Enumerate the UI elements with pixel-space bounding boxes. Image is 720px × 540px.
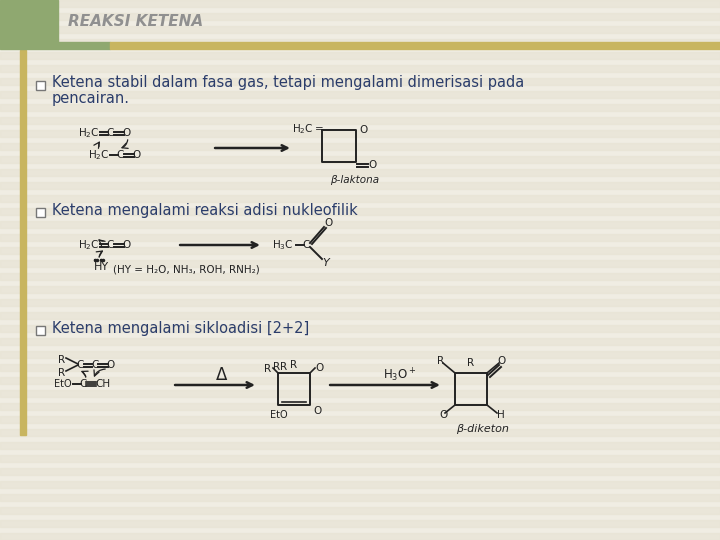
FancyBboxPatch shape bbox=[36, 326, 45, 335]
Text: O: O bbox=[122, 128, 130, 138]
Bar bbox=[0, 533, 720, 540]
Text: O: O bbox=[497, 356, 505, 366]
Bar bbox=[0, 364, 720, 371]
Text: HY: HY bbox=[94, 262, 109, 272]
Text: R: R bbox=[58, 355, 65, 365]
Text: Y: Y bbox=[322, 258, 329, 268]
Bar bbox=[0, 169, 720, 176]
Bar bbox=[20, 50, 26, 435]
Bar bbox=[0, 78, 720, 85]
Text: EtO: EtO bbox=[270, 410, 287, 420]
Text: Ketena stabil dalam fasa gas, tetapi mengalami dimerisasi pada: Ketena stabil dalam fasa gas, tetapi men… bbox=[52, 76, 524, 91]
Bar bbox=[0, 390, 720, 397]
Text: O: O bbox=[132, 150, 140, 160]
Bar bbox=[0, 104, 720, 111]
Text: C: C bbox=[76, 360, 84, 370]
Text: pencairan.: pencairan. bbox=[52, 91, 130, 106]
Bar bbox=[0, 481, 720, 488]
Bar bbox=[0, 221, 720, 228]
Text: EtO: EtO bbox=[54, 379, 71, 389]
Bar bbox=[0, 208, 720, 215]
Text: H$_3$C: H$_3$C bbox=[272, 238, 294, 252]
Text: R: R bbox=[280, 362, 287, 372]
Bar bbox=[0, 273, 720, 280]
Text: R: R bbox=[290, 360, 297, 370]
Bar bbox=[0, 156, 720, 163]
Text: H$_2$C$=$: H$_2$C$=$ bbox=[292, 122, 324, 136]
Bar bbox=[0, 377, 720, 384]
Bar bbox=[0, 91, 720, 98]
Text: REAKSI KETENA: REAKSI KETENA bbox=[68, 15, 203, 30]
Bar bbox=[0, 182, 720, 189]
Text: C: C bbox=[116, 150, 123, 160]
Bar bbox=[0, 65, 720, 72]
Bar bbox=[0, 195, 720, 202]
Bar bbox=[0, 130, 720, 137]
Bar bbox=[0, 299, 720, 306]
Bar bbox=[0, 0, 720, 7]
Text: O: O bbox=[315, 363, 323, 373]
Text: $\Delta$: $\Delta$ bbox=[215, 366, 228, 384]
Bar bbox=[0, 507, 720, 514]
Bar bbox=[0, 338, 720, 345]
Text: H$_2$C: H$_2$C bbox=[78, 126, 99, 140]
Text: R: R bbox=[58, 368, 65, 378]
Bar bbox=[0, 429, 720, 436]
Text: O: O bbox=[324, 218, 332, 228]
Text: O: O bbox=[439, 410, 447, 420]
Bar bbox=[0, 26, 720, 33]
Text: O: O bbox=[359, 125, 367, 135]
Bar bbox=[0, 468, 720, 475]
Text: O: O bbox=[313, 406, 321, 416]
Text: C: C bbox=[106, 240, 113, 250]
Text: H: H bbox=[497, 410, 505, 420]
Bar bbox=[0, 0, 58, 43]
Text: R: R bbox=[264, 364, 271, 374]
Bar bbox=[0, 325, 720, 332]
Text: O: O bbox=[368, 160, 377, 170]
Text: R: R bbox=[273, 362, 280, 372]
Text: (HY = H₂O, NH₃, ROH, RNH₂): (HY = H₂O, NH₃, ROH, RNH₂) bbox=[113, 264, 260, 274]
Bar bbox=[0, 403, 720, 410]
Bar bbox=[0, 260, 720, 267]
Text: CH: CH bbox=[95, 379, 110, 389]
Bar bbox=[0, 520, 720, 527]
Text: H$_2$C: H$_2$C bbox=[78, 238, 99, 252]
Bar bbox=[110, 42, 720, 49]
FancyBboxPatch shape bbox=[36, 81, 45, 90]
Text: Ketena mengalami reaksi adisi nukleofilik: Ketena mengalami reaksi adisi nukleofili… bbox=[52, 202, 358, 218]
Bar bbox=[0, 42, 110, 49]
Bar bbox=[0, 13, 720, 20]
Bar bbox=[0, 286, 720, 293]
Bar bbox=[0, 234, 720, 241]
Text: β-diketon: β-diketon bbox=[456, 424, 509, 434]
Bar bbox=[0, 143, 720, 150]
Text: Ketena mengalami sikloadisi [2+2]: Ketena mengalami sikloadisi [2+2] bbox=[52, 321, 310, 335]
Bar bbox=[0, 312, 720, 319]
Bar bbox=[0, 455, 720, 462]
Bar bbox=[0, 494, 720, 501]
Text: H$_2$C: H$_2$C bbox=[88, 148, 109, 162]
Bar bbox=[0, 442, 720, 449]
Bar bbox=[0, 39, 720, 46]
Text: C: C bbox=[106, 128, 113, 138]
Text: R: R bbox=[467, 358, 474, 368]
Bar bbox=[0, 247, 720, 254]
Bar bbox=[0, 351, 720, 358]
Text: C: C bbox=[91, 360, 99, 370]
FancyBboxPatch shape bbox=[36, 208, 45, 217]
Bar bbox=[0, 416, 720, 423]
Text: C: C bbox=[302, 240, 310, 250]
Text: O: O bbox=[122, 240, 130, 250]
Text: β-laktona: β-laktona bbox=[330, 175, 379, 185]
Text: O: O bbox=[106, 360, 114, 370]
Bar bbox=[0, 52, 720, 59]
Text: R: R bbox=[437, 356, 444, 366]
Text: H$_3$O$^+$: H$_3$O$^+$ bbox=[383, 366, 416, 384]
Text: C: C bbox=[79, 379, 86, 389]
Bar bbox=[0, 117, 720, 124]
